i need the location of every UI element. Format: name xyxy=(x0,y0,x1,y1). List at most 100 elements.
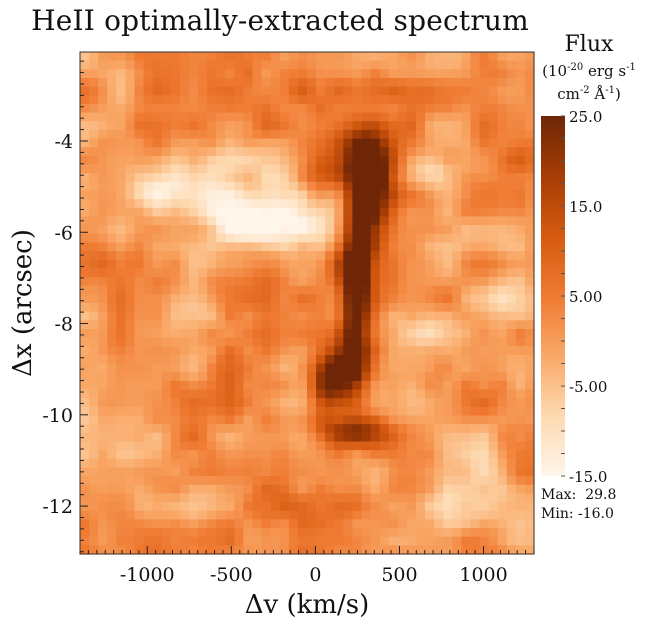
heatmap-cell xyxy=(152,389,163,399)
y-tick-label: -12 xyxy=(42,496,73,518)
heatmap-cell xyxy=(134,450,145,460)
heatmap-cell xyxy=(261,259,272,269)
heatmap-cell xyxy=(307,181,317,192)
heatmap-cell xyxy=(343,450,353,460)
heatmap-cell xyxy=(125,484,136,495)
heatmap-cell xyxy=(252,251,263,261)
heatmap-cell xyxy=(116,155,126,166)
heatmap-cell xyxy=(297,493,308,503)
heatmap-cell xyxy=(506,406,517,417)
heatmap-cell xyxy=(252,363,263,373)
heatmap-cell xyxy=(297,112,308,122)
heatmap-cell xyxy=(461,389,472,399)
heatmap-cell xyxy=(170,129,181,140)
heatmap-cell xyxy=(198,69,208,79)
heatmap-cell xyxy=(343,536,353,546)
heatmap-cell xyxy=(406,103,417,114)
y-tick-label: -8 xyxy=(54,314,73,336)
heatmap-cell xyxy=(134,476,145,486)
heatmap-cell xyxy=(179,268,190,278)
heatmap-cell xyxy=(415,398,426,408)
heatmap-cell xyxy=(170,458,181,469)
heatmap-cell xyxy=(479,493,490,503)
heatmap-cell xyxy=(434,337,444,347)
heatmap-cell xyxy=(515,432,526,443)
heatmap-cell xyxy=(443,277,453,287)
heatmap-cell xyxy=(188,415,199,425)
heatmap-cell xyxy=(116,233,126,244)
heatmap-cell xyxy=(98,95,108,105)
heatmap-cell xyxy=(279,510,290,520)
heatmap-cell xyxy=(80,363,90,373)
heatmap-cell xyxy=(425,251,435,261)
heatmap-cell xyxy=(334,251,344,261)
heatmap-cell xyxy=(361,77,372,88)
heatmap-cell xyxy=(125,458,136,469)
heatmap-cell xyxy=(425,268,435,278)
heatmap-cell xyxy=(297,354,308,365)
heatmap-cell xyxy=(361,216,372,226)
heatmap-cell xyxy=(125,441,136,451)
heatmap-cell xyxy=(288,112,299,122)
heatmap-cell xyxy=(515,181,526,192)
heatmap-cell xyxy=(479,277,490,287)
heatmap-cell xyxy=(152,528,163,538)
heatmap-cell xyxy=(515,268,526,278)
heatmap-cell xyxy=(270,155,281,166)
heatmap-cell xyxy=(515,372,526,382)
heatmap-cell xyxy=(261,328,272,339)
heatmap-cell xyxy=(179,441,190,451)
heatmap-cell xyxy=(361,277,372,287)
heatmap-cell xyxy=(216,285,226,295)
heatmap-cell xyxy=(243,190,254,200)
heatmap-cell xyxy=(261,86,272,96)
heatmap-cell xyxy=(107,458,117,469)
heatmap-cell xyxy=(497,190,508,200)
heatmap-cell xyxy=(488,181,499,192)
heatmap-cell xyxy=(479,129,490,140)
heatmap-cell xyxy=(243,320,254,330)
heatmap-cell xyxy=(270,233,281,244)
heatmap-cell xyxy=(415,467,426,477)
heatmap-cell xyxy=(152,251,163,261)
stats-max-value: 29.8 xyxy=(585,487,617,503)
heatmap-cell xyxy=(415,320,426,330)
heatmap-cell xyxy=(297,121,308,131)
heatmap-cell xyxy=(89,60,99,70)
heatmap-cell xyxy=(452,164,462,174)
heatmap-cell xyxy=(279,320,290,330)
heatmap-cell xyxy=(125,52,136,62)
heatmap-cell xyxy=(170,199,181,209)
heatmap-cell xyxy=(497,328,508,339)
heatmap-cell xyxy=(98,320,108,330)
heatmap-cell xyxy=(470,441,481,451)
heatmap-cell xyxy=(279,536,290,546)
heatmap-cell xyxy=(524,363,535,373)
heatmap-cell xyxy=(161,95,172,105)
heatmap-cell xyxy=(325,380,335,391)
heatmap-cell xyxy=(216,60,226,70)
heatmap-cell xyxy=(216,181,226,192)
heatmap-cell xyxy=(207,519,217,529)
heatmap-cell xyxy=(152,173,163,183)
heatmap-cell xyxy=(397,95,408,105)
heatmap-cell xyxy=(143,354,154,365)
heatmap-cell xyxy=(134,86,145,96)
heatmap-cell xyxy=(116,95,126,105)
heatmap-cell xyxy=(188,372,199,382)
heatmap-cell xyxy=(216,190,226,200)
heatmap-cell xyxy=(116,216,126,226)
heatmap-cell xyxy=(343,138,353,148)
heatmap-cell xyxy=(297,225,308,235)
heatmap-cell xyxy=(434,216,444,226)
heatmap-cell xyxy=(352,545,363,555)
heatmap-cell xyxy=(316,190,326,200)
heatmap-cell xyxy=(170,372,181,382)
heatmap-cell xyxy=(261,458,272,469)
heatmap-cell xyxy=(243,545,254,555)
heatmap-cell xyxy=(243,354,254,365)
heatmap-cell xyxy=(297,328,308,339)
heatmap-cell xyxy=(134,346,145,356)
heatmap-cell xyxy=(406,138,417,148)
heatmap-cell xyxy=(425,328,435,339)
